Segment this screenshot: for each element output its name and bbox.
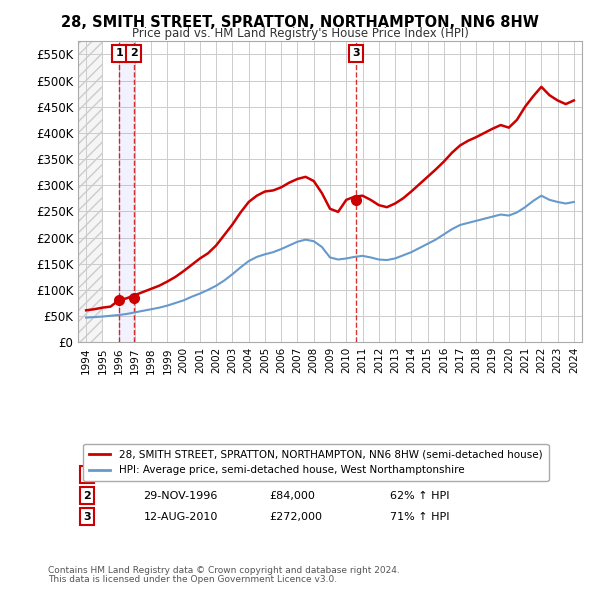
Text: This data is licensed under the Open Government Licence v3.0.: This data is licensed under the Open Gov… bbox=[48, 575, 337, 584]
Text: 29-NOV-1996: 29-NOV-1996 bbox=[143, 491, 218, 501]
Text: 2: 2 bbox=[83, 491, 91, 501]
Bar bbox=[119, 41, 134, 342]
Text: 62% ↑ HPI: 62% ↑ HPI bbox=[391, 491, 450, 501]
Text: 28, SMITH STREET, SPRATTON, NORTHAMPTON, NN6 8HW: 28, SMITH STREET, SPRATTON, NORTHAMPTON,… bbox=[61, 15, 539, 30]
Text: 3: 3 bbox=[353, 48, 360, 58]
Text: 71% ↑ HPI: 71% ↑ HPI bbox=[391, 512, 450, 522]
Text: £84,000: £84,000 bbox=[269, 491, 316, 501]
Text: 2: 2 bbox=[130, 48, 137, 58]
Text: 1: 1 bbox=[115, 48, 123, 58]
Text: 12-AUG-2010: 12-AUG-2010 bbox=[143, 512, 218, 522]
Text: 1: 1 bbox=[83, 470, 91, 480]
Text: £272,000: £272,000 bbox=[269, 512, 323, 522]
Text: 66% ↑ HPI: 66% ↑ HPI bbox=[391, 470, 450, 480]
Text: 3: 3 bbox=[83, 512, 91, 522]
Bar bbox=[78, 41, 103, 342]
Text: Contains HM Land Registry data © Crown copyright and database right 2024.: Contains HM Land Registry data © Crown c… bbox=[48, 566, 400, 575]
Legend: 28, SMITH STREET, SPRATTON, NORTHAMPTON, NN6 8HW (semi-detached house), HPI: Ave: 28, SMITH STREET, SPRATTON, NORTHAMPTON,… bbox=[83, 444, 548, 481]
Text: £80,000: £80,000 bbox=[269, 470, 315, 480]
Text: Price paid vs. HM Land Registry's House Price Index (HPI): Price paid vs. HM Land Registry's House … bbox=[131, 27, 469, 40]
Text: 05-JAN-1996: 05-JAN-1996 bbox=[143, 470, 214, 480]
